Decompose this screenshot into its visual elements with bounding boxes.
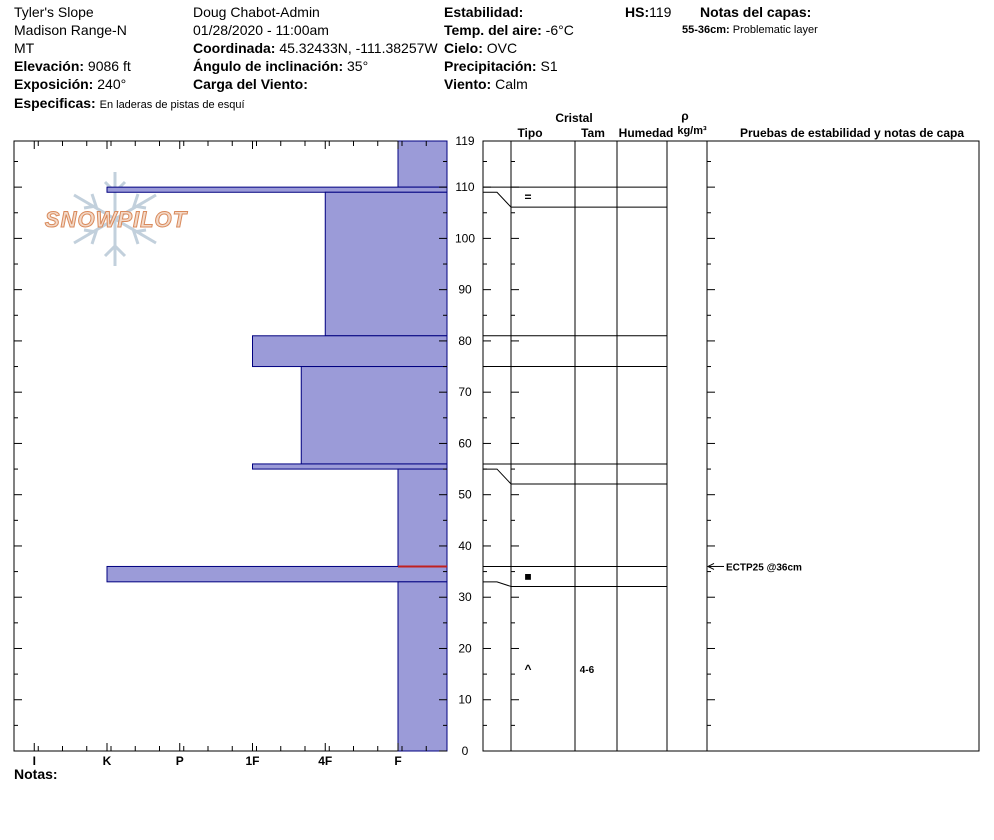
x-tick-label: K [103,754,112,768]
hardness-bar [397,468,448,567]
wind: Viento: Calm [444,76,528,92]
x-tick-label: 4F [318,754,332,768]
y-tick-label: 0 [462,744,469,758]
header-cristal: Cristal [555,111,592,125]
y-tick-label: 40 [458,539,472,553]
y-tick-label: 20 [458,641,472,655]
x-tick-label: I [33,754,36,768]
layer-connector [483,581,512,587]
layer-connector [483,468,512,485]
layer-table-frame [482,140,980,752]
sky: Cielo: OVC [444,40,518,56]
location-name: Tyler's Slope [14,4,94,20]
layer-connector [483,191,512,208]
header-density-unit: kg/m³ [677,125,707,137]
y-tick-label: 10 [458,693,472,707]
hardness-bar [397,581,448,752]
test-label: ECTP25 @36cm [726,562,802,573]
x-tick-label: P [176,754,184,768]
hardness-bar [106,186,448,193]
coordinates: Coordinada: 45.32433N, -111.38257W [193,40,438,56]
aspect: Exposición: 240° [14,76,127,92]
y-tick-label: 90 [458,283,472,297]
stability: Estabilidad: [444,4,524,20]
range-name: Madison Range-N [14,22,127,38]
header-tam: Tam [581,126,605,140]
specifics: Especificas: En laderas de pistas de esq… [14,95,245,111]
snowflake-icon [73,172,157,266]
slope-angle: Ángulo de inclinación: 35° [193,58,369,74]
test-arrowhead [706,563,715,570]
crystal-size: 4-6 [580,665,595,676]
y-tick-label: 110 [455,180,474,194]
y-tick-label: 70 [458,385,472,399]
header-humedad: Humedad [619,126,674,140]
crystal-symbol: ■ [524,569,531,583]
header-tipo: Tipo [517,126,542,140]
x-tick-label: 1F [245,754,259,768]
hardness-bar [252,463,448,470]
y-tick-label: 80 [458,334,472,348]
layer-notes-title: Notas del capas: [700,4,812,20]
hardness-bar [324,191,448,337]
snow-height: HS:119 [625,4,672,20]
layer-note: 55-36cm: Problematic layer [682,24,818,36]
y-tick-label: 119 [455,134,474,148]
y-tick-label: 60 [458,436,472,450]
observer: Doug Chabot-Admin [193,4,320,20]
datetime: 01/28/2020 - 11:00am [193,22,329,38]
x-tick-label: F [394,754,401,768]
y-tick-label: 30 [458,590,472,604]
y-tick-label: 100 [455,231,475,245]
y-tick-label: 50 [458,488,472,502]
precipitation: Precipitación: S1 [444,58,558,74]
notes-label: Notas: [14,766,58,782]
header-rho: ρ [681,109,688,123]
air-temp: Temp. del aire: -6°C [444,22,574,38]
crystal-symbol: = [524,190,531,204]
header-tests: Pruebas de estabilidad y notas de capa [740,126,964,140]
state-name: MT [14,40,35,56]
snowpilot-logo: SNOWPILOT [45,207,188,232]
hardness-bar [300,366,448,465]
crystal-symbol: ^ [524,662,531,676]
elevation: Elevación: 9086 ft [14,58,131,74]
hardness-bar [252,335,448,368]
hardness-bar [397,140,448,188]
wind-loading: Carga del Viento: [193,76,308,92]
hardness-bar [106,565,448,583]
